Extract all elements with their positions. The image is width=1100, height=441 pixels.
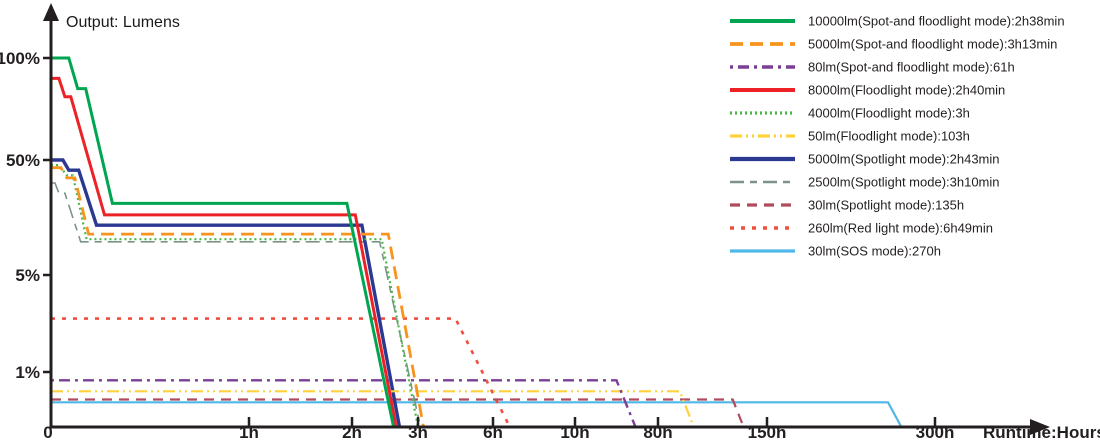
x-tick-label: 3h xyxy=(408,423,428,441)
legend-item: 8000lm(Floodlight mode):2h40min xyxy=(730,83,1005,98)
legend-item: 2500lm(Spotlight mode):3h10min xyxy=(730,175,1000,190)
y-tick-label: 100% xyxy=(0,49,40,68)
legend-label: 30lm(Spotlight mode):135h xyxy=(808,198,964,213)
y-tick-label: 1% xyxy=(15,363,40,382)
y-tick-label: 50% xyxy=(6,151,40,170)
series-line-10 xyxy=(51,401,903,428)
legend-item: 50lm(Floodlight mode):103h xyxy=(730,129,970,144)
series-line-2 xyxy=(51,379,637,428)
x-tick-label: 80h xyxy=(643,423,672,441)
x-tick-label: 300h xyxy=(916,423,955,441)
legend-label: 260lm(Red light mode):6h49min xyxy=(808,221,993,236)
x-tick-label: 0 xyxy=(43,423,52,441)
x-tick-label: 1h xyxy=(239,423,259,441)
series-line-1 xyxy=(51,166,425,428)
x-tick-label: 2h xyxy=(342,423,362,441)
series-line-0 xyxy=(51,56,396,428)
series-line-4 xyxy=(51,164,420,428)
legend-item: 80lm(Spot-and floodlight mode):61h xyxy=(730,60,1015,75)
legend-label: 30lm(SOS mode):270h xyxy=(808,244,941,259)
series-line-8 xyxy=(51,398,745,428)
x-tick-label: 10h xyxy=(560,423,589,441)
legend-item: 30lm(Spotlight mode):135h xyxy=(730,198,964,213)
y-tick-label: 5% xyxy=(15,266,40,285)
legend-item: 5000lm(Spotlight mode):2h43min xyxy=(730,152,1000,167)
x-axis-arrowhead xyxy=(1030,419,1050,435)
x-axis-label: Runtime:Hours xyxy=(983,423,1100,441)
series-line-3 xyxy=(51,76,398,428)
series-line-6 xyxy=(51,158,402,428)
legend-item: 10000lm(Spot-and floodlight mode):2h38mi… xyxy=(730,14,1065,29)
series-line-5 xyxy=(51,390,695,428)
series-layer xyxy=(51,56,903,428)
y-axis-arrowhead xyxy=(43,3,59,21)
x-tick-label: 6h xyxy=(483,423,503,441)
axes-layer xyxy=(43,3,1050,435)
legend-label: 50lm(Floodlight mode):103h xyxy=(808,129,970,144)
series-line-7 xyxy=(51,182,422,428)
series-line-9 xyxy=(51,317,511,428)
legend-item: 260lm(Red light mode):6h49min xyxy=(730,221,993,236)
legend-item: 5000lm(Spot-and floodlight mode):3h13min xyxy=(730,37,1057,52)
legend-label: 8000lm(Floodlight mode):2h40min xyxy=(808,83,1005,98)
ticks-layer: 0 1h 2h 3h 6h 10h 80h 150h 300h 100% 50% 5% 1% xyxy=(0,49,954,441)
legend-label: 5000lm(Spotlight mode):2h43min xyxy=(808,152,1000,167)
x-tick-label: 150h xyxy=(748,423,787,441)
legend-item: 30lm(SOS mode):270h xyxy=(730,244,941,259)
legend-label: 80lm(Spot-and floodlight mode):61h xyxy=(808,60,1015,75)
legend-label: 10000lm(Spot-and floodlight mode):2h38mi… xyxy=(808,14,1065,29)
chart-title: Output: Lumens xyxy=(66,14,180,31)
legend-label: 4000lm(Floodlight mode):3h xyxy=(808,106,970,121)
legend-label: 2500lm(Spotlight mode):3h10min xyxy=(808,175,1000,190)
legend-label: 5000lm(Spot-and floodlight mode):3h13min xyxy=(808,37,1057,52)
legend: 10000lm(Spot-and floodlight mode):2h38mi… xyxy=(730,14,1065,259)
legend-item: 4000lm(Floodlight mode):3h xyxy=(730,106,970,121)
